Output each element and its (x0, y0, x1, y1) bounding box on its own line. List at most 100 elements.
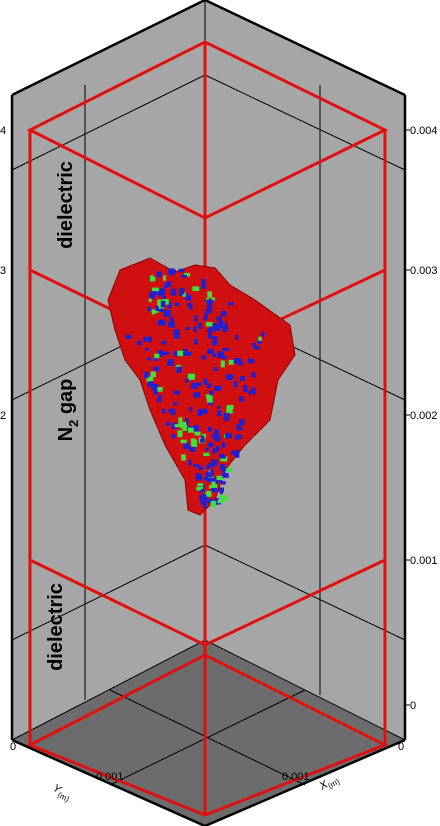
mesh-cell (212, 336, 217, 340)
mesh-cell (237, 427, 243, 430)
axis-title: Y(m) (50, 782, 74, 804)
mesh-cell (195, 432, 201, 436)
mesh-cell (194, 425, 199, 431)
mesh-cell (239, 419, 245, 425)
mesh-cell (152, 311, 156, 314)
mesh-cell (222, 470, 225, 477)
mesh-cell (235, 435, 238, 440)
mesh-cell (213, 367, 218, 371)
mesh-cell (225, 433, 232, 439)
mesh-cell (196, 473, 202, 480)
mesh-cell (177, 351, 183, 356)
mesh-cell (182, 275, 187, 278)
mesh-cell (231, 450, 237, 454)
mesh-cell (192, 286, 199, 291)
mesh-cell (158, 320, 165, 326)
mesh-cell (150, 277, 155, 281)
mesh-cell (164, 310, 171, 317)
mesh-cell (157, 387, 162, 392)
mesh-cell (258, 337, 261, 341)
axis-origin: 0 (398, 741, 404, 753)
mesh-cell (219, 488, 224, 492)
mesh-cell (214, 386, 221, 391)
mesh-cell (219, 495, 223, 499)
mesh-cell (211, 501, 216, 507)
mesh-cell (154, 354, 159, 359)
mesh-cell (208, 427, 212, 431)
mesh-cell (207, 383, 211, 388)
mesh-cell (193, 326, 196, 332)
mesh-cell (202, 409, 207, 414)
mesh-cell (208, 332, 212, 339)
mesh-cell (243, 385, 248, 392)
mesh-cell (208, 443, 213, 448)
mesh-cell (164, 285, 169, 288)
mesh-cell (235, 335, 238, 340)
mesh-cell (214, 429, 218, 436)
mesh-cell (206, 322, 213, 327)
mesh-cell (161, 341, 166, 345)
mesh-cell (163, 275, 166, 280)
mesh-cell (212, 353, 216, 357)
mesh-cell (216, 446, 220, 451)
mesh-cell (183, 349, 187, 356)
mesh-cell (201, 279, 205, 284)
tick-label: 0 (410, 700, 416, 712)
mesh-cell (147, 307, 150, 312)
mesh-cell (167, 359, 174, 366)
mesh-cell (224, 325, 228, 330)
mesh-cell (158, 395, 162, 400)
region-label-main: N (55, 427, 77, 441)
plot-3d: dielectric N2 gap dielectric 0.0040.0030… (0, 0, 440, 826)
mesh-cell (168, 409, 174, 413)
mesh-cell (229, 360, 234, 365)
mesh-cell (175, 424, 181, 427)
mesh-cell (217, 500, 223, 503)
tick-label: 0.003 (410, 265, 438, 277)
mesh-cell (209, 327, 216, 332)
mesh-cell (225, 322, 228, 325)
mesh-cell (166, 422, 170, 426)
mesh-cell (200, 439, 204, 443)
mesh-cell (198, 323, 202, 329)
mesh-cell (182, 425, 186, 431)
mesh-cell (198, 409, 203, 416)
mesh-cell (137, 340, 141, 345)
mesh-cell (197, 483, 203, 486)
mesh-cell (226, 407, 232, 414)
mesh-cell (212, 341, 218, 345)
mesh-cell (179, 288, 184, 294)
mesh-cell (176, 367, 181, 374)
mesh-cell (188, 428, 194, 433)
mesh-cell (157, 271, 162, 277)
mesh-cell (220, 467, 227, 470)
mesh-cell (172, 434, 175, 438)
mesh-cell (151, 371, 156, 377)
mesh-cell (207, 396, 213, 403)
region-label: dielectric (55, 161, 77, 249)
mesh-cell (222, 443, 226, 448)
mesh-cell (201, 489, 205, 492)
mesh-cell (222, 356, 226, 359)
tick-label: 0.001 (96, 771, 124, 783)
mesh-cell (186, 295, 191, 300)
mesh-cell (173, 402, 177, 406)
tick-label: 0.001 (282, 771, 310, 783)
mesh-cell (173, 334, 179, 339)
mesh-cell (221, 311, 227, 316)
mesh-cell (221, 360, 225, 367)
tick-label: 2 (0, 410, 6, 422)
mesh-cell (181, 440, 187, 444)
mesh-cell (152, 288, 159, 292)
mesh-cell (183, 443, 189, 449)
mesh-cell (145, 348, 149, 351)
mesh-cell (177, 430, 182, 437)
mesh-cell (251, 372, 256, 377)
mesh-cell (261, 332, 265, 337)
mesh-cell (220, 458, 227, 461)
mesh-cell (209, 301, 212, 305)
mesh-cell (185, 379, 188, 383)
mesh-cell (253, 346, 260, 349)
mesh-cell (203, 453, 209, 456)
mesh-cell (161, 301, 166, 308)
